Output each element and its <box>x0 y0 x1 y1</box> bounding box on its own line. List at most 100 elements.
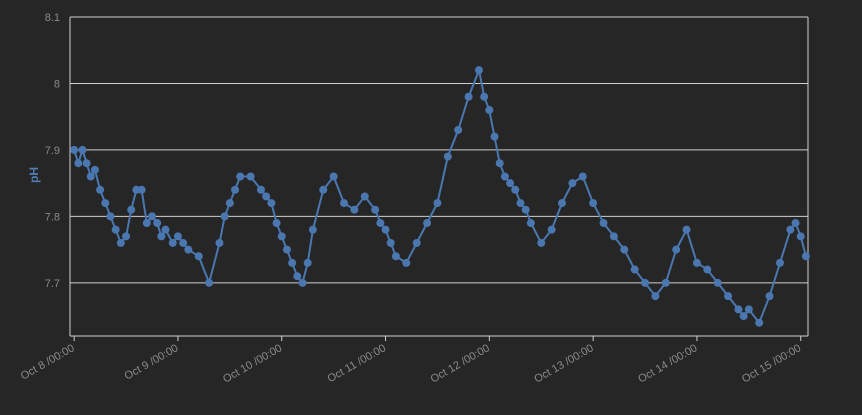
x-tick-label: Oct 9 /00:00 <box>123 342 181 382</box>
data-point <box>500 172 509 181</box>
data-point <box>620 245 629 254</box>
data-point <box>127 205 136 214</box>
data-point <box>796 232 805 241</box>
x-tick-label: Oct 8 /00:00 <box>19 342 77 382</box>
data-point <box>137 185 146 194</box>
data-point <box>433 199 442 208</box>
data-point <box>267 199 276 208</box>
data-point <box>801 252 810 261</box>
data-point <box>381 225 390 234</box>
x-tick-label: Oct 12 /00:00 <box>429 342 492 385</box>
data-point <box>142 219 151 228</box>
data-point <box>511 185 520 194</box>
data-point <box>101 199 110 208</box>
data-point <box>319 185 328 194</box>
data-point <box>111 225 120 234</box>
data-point <box>288 258 297 267</box>
data-point <box>246 172 255 181</box>
data-point <box>516 199 525 208</box>
data-point <box>775 258 784 267</box>
data-point <box>672 245 681 254</box>
y-tick-label: 7.8 <box>45 211 60 223</box>
data-point <box>308 225 317 234</box>
data-point <box>713 278 722 287</box>
data-point <box>122 232 131 241</box>
data-point <box>474 66 483 75</box>
data-point <box>262 192 271 201</box>
data-point <box>599 219 608 228</box>
data-point <box>153 219 162 228</box>
data-point <box>116 238 125 247</box>
data-point <box>70 145 79 154</box>
data-point <box>641 278 650 287</box>
data-point <box>360 192 369 201</box>
data-point <box>506 179 515 188</box>
data-point <box>485 106 494 115</box>
data-point <box>161 225 170 234</box>
x-tick-label: Oct 10 /00:00 <box>221 342 284 385</box>
data-point <box>350 205 359 214</box>
y-tick-label: 8.1 <box>45 12 60 24</box>
data-point <box>231 185 240 194</box>
x-tick-label: Oct 11 /00:00 <box>326 342 388 385</box>
data-point <box>205 278 214 287</box>
grid-lines <box>70 16 808 284</box>
data-point <box>651 292 660 301</box>
data-point <box>82 159 91 168</box>
data-point <box>537 238 546 247</box>
data-point <box>78 145 87 154</box>
data-point <box>386 238 395 247</box>
x-tick-label: Oct 13 /00:00 <box>532 342 595 385</box>
data-point <box>293 272 302 281</box>
data-point <box>443 152 452 161</box>
data-point <box>791 219 800 228</box>
data-point <box>412 238 421 247</box>
data-point <box>692 258 701 267</box>
data-point <box>371 205 380 214</box>
data-point <box>220 212 229 221</box>
data-point <box>786 225 795 234</box>
data-point <box>521 205 530 214</box>
data-point <box>490 132 499 141</box>
data-point <box>495 159 504 168</box>
data-point <box>236 172 245 181</box>
data-point <box>661 278 670 287</box>
data-point <box>755 318 764 327</box>
data-point <box>277 232 286 241</box>
data-point <box>340 199 349 208</box>
data-point <box>703 265 712 274</box>
data-point <box>744 305 753 314</box>
data-point <box>225 199 234 208</box>
data-point <box>682 225 691 234</box>
y-axis-ticks: 7.7 7.8 7.9 8 8.1 <box>45 12 60 290</box>
data-point <box>739 312 748 321</box>
data-point <box>724 292 733 301</box>
data-point <box>630 265 639 274</box>
data-point <box>90 165 99 174</box>
series-ph <box>70 66 810 327</box>
data-point <box>589 199 598 208</box>
data-point <box>298 278 307 287</box>
data-point <box>734 305 743 314</box>
data-point <box>74 159 83 168</box>
y-tick-label: 7.7 <box>45 278 60 290</box>
data-point <box>480 92 489 101</box>
data-point <box>402 258 411 267</box>
data-point <box>96 185 105 194</box>
data-point <box>376 219 385 228</box>
data-point <box>157 232 166 241</box>
data-point <box>272 219 281 228</box>
series-line <box>73 66 807 325</box>
x-axis-ticks: Oct 8 /00:00 Oct 9 /00:00 Oct 10 /00:00 Oct… <box>19 336 803 386</box>
data-point <box>179 238 188 247</box>
data-point <box>303 258 312 267</box>
x-tick-label: Oct 15 /00:00 <box>740 342 803 385</box>
data-point <box>423 219 432 228</box>
data-point <box>391 252 400 261</box>
data-point <box>282 245 291 254</box>
data-point <box>547 225 556 234</box>
y-tick-label: 7.9 <box>45 145 60 157</box>
axes <box>69 17 809 337</box>
y-axis-label: pH <box>27 167 41 183</box>
data-point <box>256 185 265 194</box>
